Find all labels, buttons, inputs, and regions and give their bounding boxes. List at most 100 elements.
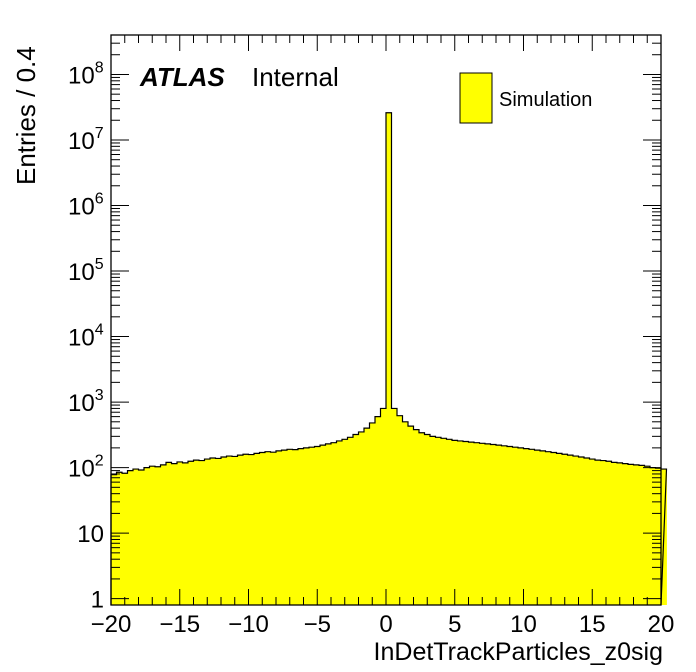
y-tick-exponent: 4: [95, 322, 104, 339]
histogram-bin: [270, 452, 277, 605]
internal-label: Internal: [252, 62, 339, 92]
histogram-bin: [215, 458, 222, 605]
histogram-bin: [232, 456, 238, 605]
histogram-bin: [314, 446, 321, 605]
histogram-outline: [110, 112, 668, 606]
x-tick-label: 10: [510, 611, 537, 638]
histogram-bin: [490, 444, 497, 605]
histogram-bin: [578, 457, 585, 605]
histogram-bin: [116, 472, 123, 605]
histogram-bin: [408, 426, 414, 605]
histogram-bin: [149, 466, 156, 605]
histogram-bin: [287, 449, 293, 605]
axis-ticks: [110, 34, 662, 605]
y-tick-label: 108: [68, 59, 104, 89]
y-tick-label: 10: [77, 521, 104, 548]
atlas-label: ATLAS: [139, 62, 225, 92]
y-tick-labels: 1 10 102 103 104 105 106 107 108: [68, 59, 104, 613]
histogram-bin: [452, 440, 458, 605]
legend-swatch: [459, 72, 493, 124]
histogram-bin: [595, 460, 601, 605]
histogram-bin: [199, 460, 205, 605]
histogram-bin: [303, 447, 310, 605]
histogram-bin: [292, 449, 299, 605]
histogram-bin: [606, 461, 612, 605]
legend-entry-simulation: Simulation: [499, 89, 592, 111]
histogram-bin: [468, 442, 475, 605]
histogram-bin: [331, 442, 337, 605]
x-tick-label: 0: [379, 611, 392, 638]
histogram-bin: [402, 421, 409, 605]
histogram-bin: [364, 428, 370, 605]
x-axis-label: InDetTrackParticles_z0sig: [374, 638, 663, 666]
histogram-bin: [127, 470, 134, 605]
y-tick-label: 106: [68, 191, 104, 221]
histogram-bin: [226, 456, 233, 605]
histogram-bin: [485, 443, 491, 605]
histogram-bin: [545, 451, 552, 605]
histogram-bin: [633, 464, 640, 605]
histogram-bin: [358, 431, 365, 605]
y-tick-label: 103: [68, 387, 104, 417]
histogram-bin: [391, 408, 398, 605]
y-tick-exponent: 7: [95, 125, 104, 142]
histogram-bin: [160, 464, 167, 605]
histogram-bin: [600, 460, 607, 605]
y-tick-exponent: 3: [95, 387, 104, 404]
histogram-bin: [243, 454, 249, 605]
histogram-bin: [457, 440, 464, 605]
histogram-bin: [611, 462, 618, 605]
histogram-bin: [534, 450, 541, 605]
histogram-bin: [496, 445, 502, 605]
y-tick-label: 104: [68, 322, 104, 352]
x-tick-labels: −20 −15 −10 −5 0 5 10 15 20: [91, 611, 675, 638]
histogram-bin: [529, 449, 535, 605]
histogram-bars: [111, 112, 667, 605]
x-tick-label: 15: [579, 611, 606, 638]
histogram-bin: [188, 461, 194, 605]
histogram-bin: [573, 456, 579, 605]
histogram-bin: [518, 447, 524, 605]
y-tick-exponent: 5: [95, 256, 104, 273]
histogram-bin: [463, 441, 469, 605]
x-tick-label: −5: [304, 611, 331, 638]
y-tick-label: 102: [68, 453, 104, 483]
histogram-bin: [221, 457, 227, 605]
histogram-bin: [144, 467, 150, 605]
histogram-bin: [562, 454, 568, 605]
histogram-bin: [166, 462, 172, 605]
histogram-bin: [347, 437, 354, 605]
histogram-bin: [386, 112, 392, 605]
histogram-bin: [155, 466, 161, 605]
histogram-bin: [353, 434, 359, 605]
histogram-bin: [512, 447, 519, 605]
y-tick-label: 107: [68, 125, 104, 155]
histogram-bin: [628, 464, 634, 605]
histogram-bin: [622, 463, 629, 605]
histogram-bin: [479, 443, 486, 605]
histogram-bin: [639, 465, 645, 605]
histogram-bin: [413, 429, 420, 605]
histogram-bin: [210, 458, 216, 605]
histogram-bin: [397, 415, 403, 605]
histogram-bin: [523, 448, 530, 605]
histogram-bin: [435, 437, 442, 605]
histogram-bin: [248, 454, 255, 605]
x-tick-label: 20: [648, 611, 675, 638]
histogram-bin: [567, 455, 574, 605]
histogram-bin: [380, 408, 387, 605]
histogram-bin: [325, 443, 332, 605]
legend: Simulation: [459, 72, 592, 124]
histogram-bin: [507, 446, 513, 605]
histogram-bin: [474, 442, 480, 605]
histogram-bin: [336, 440, 343, 605]
histogram-bin: [182, 462, 189, 605]
histogram-bin: [617, 462, 623, 605]
histogram-bin: [424, 434, 431, 605]
histogram-bin: [237, 455, 244, 605]
histogram-bin: [556, 453, 563, 605]
histogram-bin: [171, 463, 178, 605]
histogram-bin: [369, 422, 376, 605]
histogram-bin: [298, 448, 304, 605]
